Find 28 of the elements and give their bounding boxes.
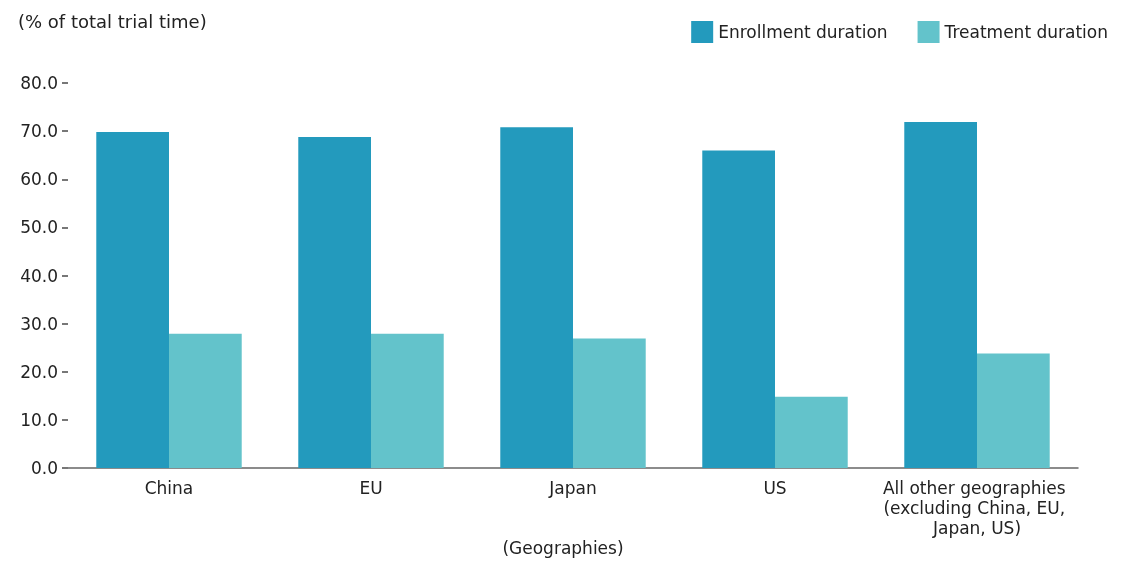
bar (775, 396, 848, 468)
y-tick-label: 40.0 (20, 265, 58, 286)
bar (298, 136, 371, 468)
bar (904, 121, 977, 468)
x-tick-label: Japan (548, 478, 597, 498)
legend-label: Enrollment duration (718, 22, 888, 42)
bar (573, 338, 646, 468)
bar (371, 333, 444, 468)
x-tick-label: All other geographies (excluding China, EU, Japan, US) (882, 478, 1072, 538)
bar (169, 333, 242, 468)
bar (500, 127, 573, 468)
y-tick-label: 10.0 (20, 409, 58, 430)
y-tick-label: 70.0 (20, 121, 58, 142)
legend-label: Treatment duration (943, 22, 1109, 42)
y-tick-label: 30.0 (20, 313, 58, 334)
y-tick-label: 60.0 (20, 169, 58, 190)
bar (977, 353, 1050, 468)
x-axis-title: (Geographies) (502, 537, 624, 558)
bar (96, 132, 169, 468)
x-tick-label: US (763, 478, 787, 498)
x-tick-label: EU (359, 478, 383, 498)
y-axis-title: (% of total trial time) (18, 10, 207, 32)
x-tick-label: China (144, 478, 194, 498)
y-tick-label: 20.0 (20, 361, 58, 382)
y-tick-label: 50.0 (20, 217, 58, 238)
y-tick-label: 0.0 (30, 458, 58, 478)
bar (702, 150, 775, 468)
y-tick-label: 80.0 (20, 73, 58, 93)
